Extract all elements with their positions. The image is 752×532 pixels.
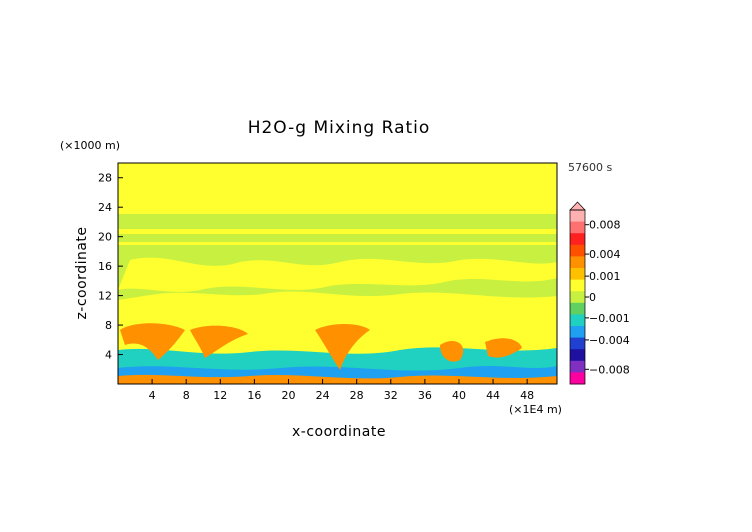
y-tick-label: 4 [105, 349, 112, 362]
x-tick-label: 12 [213, 389, 227, 402]
colorbar-tick-label: −0.008 [589, 363, 630, 376]
x-tick-label: 36 [418, 389, 432, 402]
colorbar-swatch [570, 233, 585, 246]
y-tick-label: 20 [98, 231, 112, 244]
y-tick-label: 16 [98, 260, 112, 273]
heatmap-field [118, 163, 557, 384]
y-tick-label: 8 [105, 319, 112, 332]
colorbar-swatch [570, 360, 585, 373]
x-tick-label: 4 [149, 389, 156, 402]
x-tick-label: 28 [350, 389, 364, 402]
colorbar-swatch [570, 268, 585, 281]
colorbar-tick-label: −0.001 [589, 312, 630, 325]
colorbar-swatch [570, 314, 585, 327]
x-tick-label: 8 [183, 389, 190, 402]
colorbar-tick-label: −0.004 [589, 334, 630, 347]
colorbar-swatch [570, 279, 585, 292]
colorbar-swatch [570, 337, 585, 350]
x-tick-label: 32 [384, 389, 398, 402]
colorbar-swatch [570, 210, 585, 223]
colorbar-swatch [570, 256, 585, 269]
x-tick-label: 16 [247, 389, 261, 402]
y-tick-label: 28 [98, 172, 112, 185]
x-tick-label: 20 [281, 389, 295, 402]
colorbar-tick-label: 0.008 [589, 219, 621, 232]
colorbar-tick-label: 0.001 [589, 270, 621, 283]
y-tick-label: 12 [98, 290, 112, 303]
colorbar-swatch [570, 244, 585, 257]
colorbar-overflow-arrow [569, 201, 586, 211]
y-axis: 4 8 12 16 20 24 28 [98, 172, 123, 362]
x-tick-label: 40 [452, 389, 466, 402]
colorbar-swatch [570, 302, 585, 315]
colorbar-swatch [570, 372, 585, 385]
x-axis-label: x-coordinate [292, 424, 386, 440]
time-label: 57600 s [568, 161, 612, 174]
colorbar-tick-label: 0 [589, 291, 596, 304]
colorbar-swatch [570, 349, 585, 362]
plot-frame [117, 162, 558, 385]
colorbar-swatch [570, 326, 585, 339]
x-tick-label: 48 [520, 389, 534, 402]
x-tick-label: 24 [316, 389, 330, 402]
colorbar-tick-label: 0.004 [589, 248, 621, 261]
chart-title: H2O-g Mixing Ratio [248, 118, 431, 138]
colorbar-swatch [570, 221, 585, 234]
x-axis: 4 8 12 16 20 24 28 32 36 40 44 48 [149, 379, 534, 402]
y-axis-label: z-coordinate [74, 226, 90, 319]
x-unit-label: (×1E4 m) [509, 403, 562, 416]
x-tick-label: 44 [486, 389, 500, 402]
colorbar-swatch [570, 291, 585, 304]
y-unit-label: (×1000 m) [60, 139, 120, 152]
colorbar: 0.008 0.004 0.001 0 −0.001 −0.004 −0.008 [569, 201, 630, 385]
y-tick-label: 24 [98, 201, 112, 214]
